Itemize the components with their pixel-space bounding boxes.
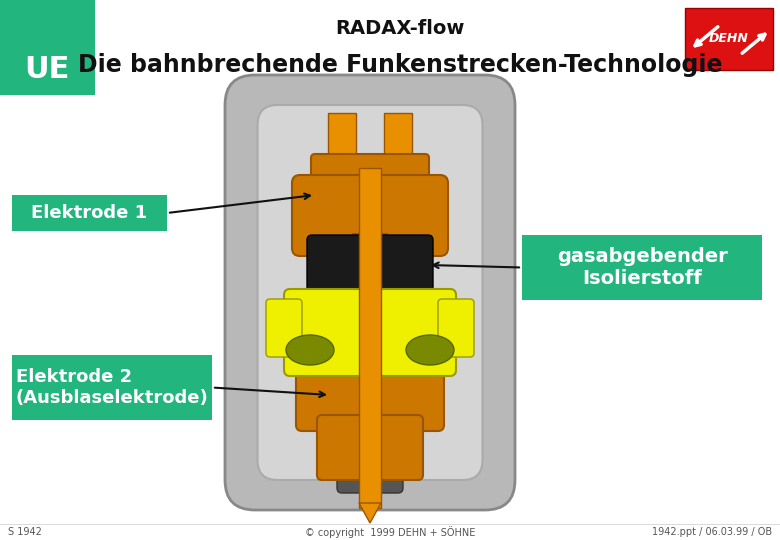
Text: 1942.ppt / 06.03.99 / OB: 1942.ppt / 06.03.99 / OB [652,527,772,537]
FancyBboxPatch shape [438,299,474,357]
Bar [12,355,212,420]
FancyBboxPatch shape [257,105,483,480]
Text: Elektrode 1: Elektrode 1 [31,204,147,222]
Bar [352,233,388,253]
Bar [328,113,356,168]
FancyBboxPatch shape [311,154,429,197]
Bar [348,435,392,475]
Text: © copyright  1999 DEHN + SÖHNE: © copyright 1999 DEHN + SÖHNE [305,526,475,538]
Text: RADAX-flow: RADAX-flow [335,18,465,37]
Text: S 1942: S 1942 [8,527,42,537]
Bar [384,113,412,168]
Polygon shape [359,503,381,523]
Text: DEHN: DEHN [709,32,749,45]
FancyBboxPatch shape [317,415,423,480]
Bar [12,195,167,231]
FancyBboxPatch shape [292,175,448,256]
FancyBboxPatch shape [225,75,515,510]
Text: UE: UE [24,56,69,84]
Bar [359,168,381,508]
Text: Die bahnbrechende Funkenstrecken-Technologie: Die bahnbrechende Funkenstrecken-Technol… [78,53,722,77]
Text: gasabgebender
Isolierstoff: gasabgebender Isolierstoff [557,247,728,288]
Bar [0,0,95,95]
Bar [522,235,762,300]
FancyBboxPatch shape [284,289,456,376]
FancyBboxPatch shape [266,299,302,357]
FancyBboxPatch shape [296,369,444,431]
FancyBboxPatch shape [307,235,433,300]
FancyBboxPatch shape [337,465,403,493]
Ellipse shape [286,335,334,365]
Bar [685,8,773,70]
Ellipse shape [406,335,454,365]
Text: Elektrode 2
(Ausblaselektrode): Elektrode 2 (Ausblaselektrode) [16,368,208,407]
